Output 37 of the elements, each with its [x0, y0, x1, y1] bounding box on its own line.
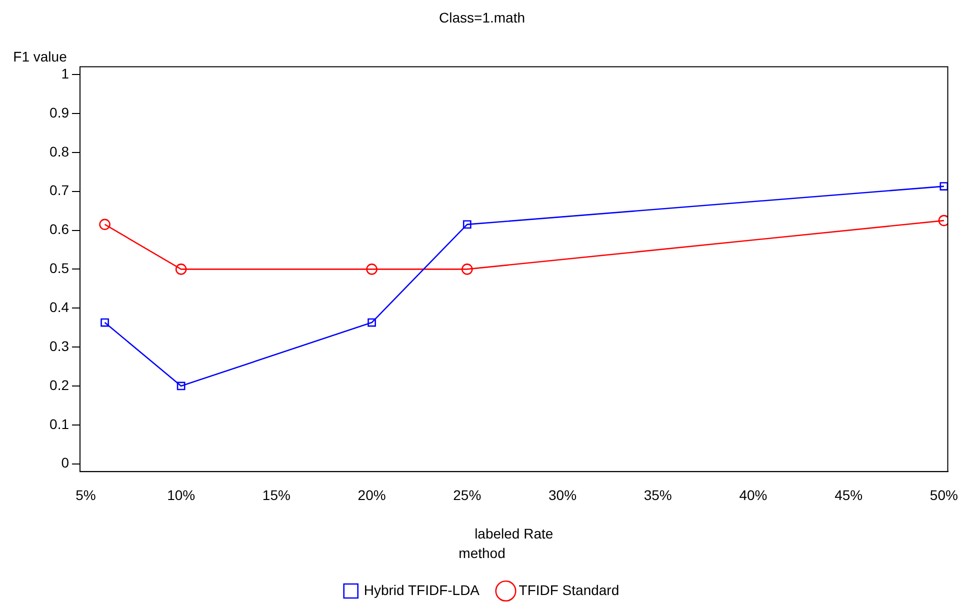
y-tick-label: 0.3	[50, 338, 70, 354]
x-tick-label: 50%	[930, 486, 958, 503]
x-tick-label: 30%	[548, 486, 577, 503]
x-tick-label: 15%	[262, 486, 290, 503]
legend-label: TFIDF Standard	[518, 582, 620, 598]
point	[176, 382, 186, 390]
chart-title: Class=1.math	[439, 9, 525, 26]
x-axis-title: labeled Rate	[474, 526, 554, 542]
x-tick-label: 10%	[167, 486, 196, 503]
point	[366, 264, 378, 275]
y-tick-label: 0	[61, 454, 70, 471]
x-tick-label: 25%	[453, 486, 482, 503]
y-axis-title: F1 value	[13, 48, 68, 65]
point	[462, 220, 472, 229]
y-tick-label: 0.9	[50, 104, 70, 120]
y-tick-label: 0.8	[50, 143, 70, 160]
point	[938, 214, 948, 226]
y-tick-label: 0.5	[50, 260, 70, 276]
point	[462, 264, 473, 275]
y-tick-label: 1	[61, 65, 70, 82]
x-tick-label: 45%	[834, 486, 863, 503]
legend-title: method	[458, 545, 506, 562]
point	[368, 318, 376, 327]
point	[100, 318, 109, 327]
x-tick-label: 35%	[644, 486, 672, 503]
point	[99, 218, 110, 230]
y-tick-label: 0.1	[50, 416, 70, 432]
y-tick-label: 0.4	[50, 298, 70, 315]
y-tick-label: 0.2	[50, 376, 70, 393]
x-tick-label: 20%	[358, 486, 386, 503]
y-tick-label: 0.7	[50, 182, 70, 198]
point	[940, 182, 948, 190]
point	[175, 264, 187, 275]
legend-label: Hybrid TFIDF-LDA	[364, 582, 480, 598]
x-tick-label: 5%	[76, 486, 96, 503]
x-tick-label: 40%	[739, 486, 768, 503]
y-tick-label: 0.6	[50, 221, 70, 238]
